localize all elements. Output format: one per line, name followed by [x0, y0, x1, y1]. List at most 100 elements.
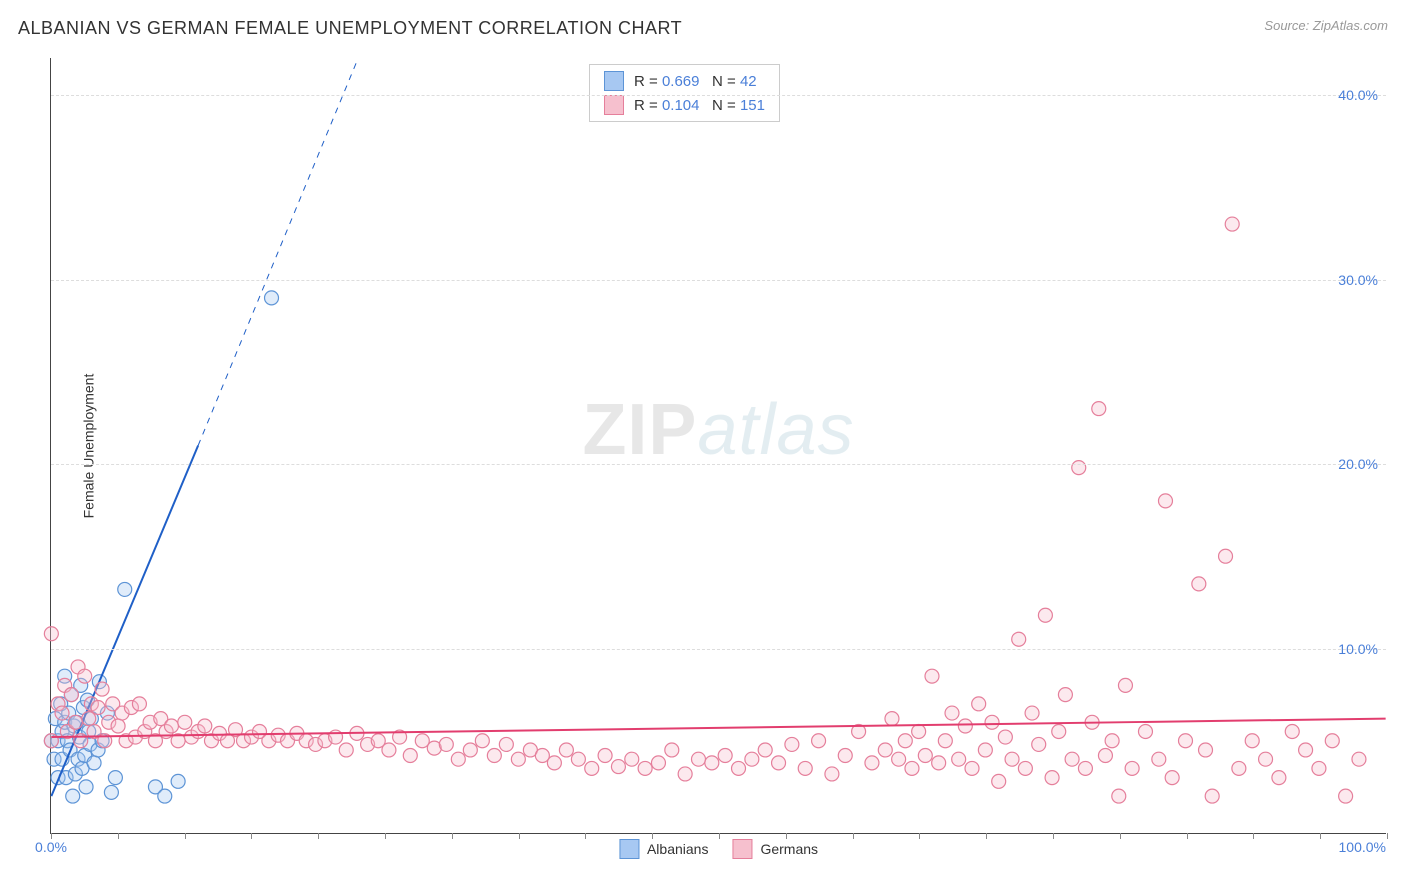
data-point [1325, 734, 1339, 748]
x-tick [1253, 833, 1254, 839]
y-tick-label: 10.0% [1338, 641, 1378, 657]
data-point [1045, 771, 1059, 785]
data-point [1018, 761, 1032, 775]
data-point [938, 734, 952, 748]
data-point [905, 761, 919, 775]
data-point [439, 737, 453, 751]
data-point [932, 756, 946, 770]
data-point [1058, 688, 1072, 702]
series-legend: AlbaniansGermans [619, 839, 818, 859]
data-point [638, 761, 652, 775]
data-point [91, 701, 105, 715]
data-point [1138, 725, 1152, 739]
x-tick [251, 833, 252, 839]
source-attribution: Source: ZipAtlas.com [1264, 18, 1388, 33]
data-point [878, 743, 892, 757]
data-point [1158, 494, 1172, 508]
data-point [798, 761, 812, 775]
x-tick [919, 833, 920, 839]
data-point [691, 752, 705, 766]
x-tick [118, 833, 119, 839]
data-point [925, 669, 939, 683]
x-tick [519, 833, 520, 839]
legend-stats: R = 0.669 N = 42 [634, 73, 757, 90]
data-point [1092, 402, 1106, 416]
data-point [1219, 549, 1233, 563]
data-point [992, 774, 1006, 788]
legend-row: R = 0.669 N = 42 [604, 71, 765, 91]
data-point [66, 789, 80, 803]
data-point [499, 737, 513, 751]
data-point [178, 715, 192, 729]
data-point [1312, 761, 1326, 775]
grid-line [51, 95, 1386, 96]
data-point [1098, 749, 1112, 763]
data-point [1152, 752, 1166, 766]
data-point [1078, 761, 1092, 775]
correlation-legend: R = 0.669 N = 42R = 0.104 N = 151 [589, 64, 780, 122]
data-point [865, 756, 879, 770]
x-tick [652, 833, 653, 839]
data-point [108, 771, 122, 785]
data-point [1232, 761, 1246, 775]
data-point [1179, 734, 1193, 748]
data-point [1285, 725, 1299, 739]
data-point [339, 743, 353, 757]
data-point [171, 774, 185, 788]
data-point [1199, 743, 1213, 757]
data-point [665, 743, 679, 757]
x-tick [719, 833, 720, 839]
x-tick [1120, 833, 1121, 839]
y-tick-label: 30.0% [1338, 272, 1378, 288]
data-point [1065, 752, 1079, 766]
data-point [598, 749, 612, 763]
data-point [678, 767, 692, 781]
data-point [745, 752, 759, 766]
data-point [585, 761, 599, 775]
legend-swatch [732, 839, 752, 859]
legend-swatch [619, 839, 639, 859]
legend-swatch [604, 71, 624, 91]
data-point [111, 719, 125, 733]
data-point [1192, 577, 1206, 591]
data-point [55, 706, 69, 720]
data-point [1032, 737, 1046, 751]
data-point [705, 756, 719, 770]
data-point [44, 627, 58, 641]
data-point [559, 743, 573, 757]
data-point [978, 743, 992, 757]
data-point [718, 749, 732, 763]
x-tick [986, 833, 987, 839]
data-point [1245, 734, 1259, 748]
x-tick [585, 833, 586, 839]
legend-item: Germans [732, 839, 818, 859]
data-point [1225, 217, 1239, 231]
data-point [918, 749, 932, 763]
data-point [382, 743, 396, 757]
data-point [104, 785, 118, 799]
data-point [1112, 789, 1126, 803]
data-point [945, 706, 959, 720]
y-tick-label: 20.0% [1338, 456, 1378, 472]
data-point [1259, 752, 1273, 766]
data-point [785, 737, 799, 751]
y-tick-label: 40.0% [1338, 87, 1378, 103]
plot-area: ZIPatlas R = 0.669 N = 42R = 0.104 N = 1… [50, 58, 1386, 834]
data-point [451, 752, 465, 766]
legend-swatch [604, 95, 624, 115]
grid-line [51, 280, 1386, 281]
data-point [265, 291, 279, 305]
data-point [985, 715, 999, 729]
data-point [772, 756, 786, 770]
x-tick [1187, 833, 1188, 839]
x-tick-label: 0.0% [35, 839, 67, 855]
data-point [651, 756, 665, 770]
data-point [511, 752, 525, 766]
data-point [1072, 461, 1086, 475]
data-point [1125, 761, 1139, 775]
data-point [463, 743, 477, 757]
grid-line [51, 649, 1386, 650]
chart-title: ALBANIAN VS GERMAN FEMALE UNEMPLOYMENT C… [18, 18, 682, 39]
data-point [198, 719, 212, 733]
data-point [403, 749, 417, 763]
